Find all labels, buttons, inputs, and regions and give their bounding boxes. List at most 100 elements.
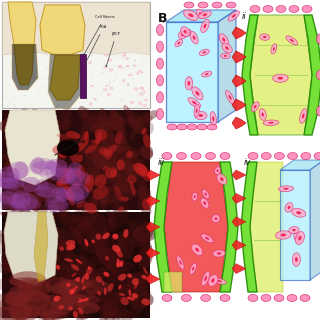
Ellipse shape <box>103 247 126 268</box>
Ellipse shape <box>64 168 75 179</box>
Ellipse shape <box>52 144 70 155</box>
Ellipse shape <box>2 188 24 203</box>
Ellipse shape <box>20 128 34 144</box>
Ellipse shape <box>24 264 42 282</box>
Ellipse shape <box>190 263 196 275</box>
Ellipse shape <box>225 46 229 50</box>
Ellipse shape <box>85 141 101 154</box>
Ellipse shape <box>8 51 10 52</box>
Ellipse shape <box>52 309 66 319</box>
Ellipse shape <box>18 290 28 298</box>
Ellipse shape <box>1 236 22 249</box>
Ellipse shape <box>49 76 51 78</box>
Ellipse shape <box>286 36 298 45</box>
Ellipse shape <box>314 153 320 159</box>
Ellipse shape <box>49 136 62 143</box>
Ellipse shape <box>156 41 164 52</box>
Ellipse shape <box>103 66 107 68</box>
Ellipse shape <box>2 194 15 215</box>
Ellipse shape <box>68 184 89 201</box>
Ellipse shape <box>219 34 228 46</box>
Ellipse shape <box>67 254 87 268</box>
Ellipse shape <box>19 206 36 227</box>
Ellipse shape <box>60 246 64 251</box>
Ellipse shape <box>90 102 92 104</box>
Ellipse shape <box>56 302 70 315</box>
Ellipse shape <box>60 108 71 120</box>
Ellipse shape <box>198 2 208 8</box>
Ellipse shape <box>106 128 114 137</box>
Ellipse shape <box>177 153 187 159</box>
Ellipse shape <box>118 65 121 67</box>
Ellipse shape <box>0 172 20 188</box>
Ellipse shape <box>31 271 51 287</box>
Ellipse shape <box>9 102 11 103</box>
Ellipse shape <box>126 57 128 60</box>
Ellipse shape <box>0 233 15 256</box>
Ellipse shape <box>37 71 38 73</box>
Ellipse shape <box>116 160 125 170</box>
Ellipse shape <box>127 147 140 158</box>
Ellipse shape <box>57 210 75 224</box>
Ellipse shape <box>14 161 28 180</box>
Polygon shape <box>241 162 257 292</box>
Ellipse shape <box>75 132 83 154</box>
Ellipse shape <box>68 192 85 204</box>
Ellipse shape <box>98 108 108 131</box>
Ellipse shape <box>3 116 18 132</box>
Ellipse shape <box>66 294 100 305</box>
Ellipse shape <box>201 294 211 301</box>
Ellipse shape <box>58 238 73 253</box>
Ellipse shape <box>65 247 76 258</box>
Ellipse shape <box>143 91 146 92</box>
Ellipse shape <box>116 260 124 267</box>
Polygon shape <box>232 51 246 63</box>
Ellipse shape <box>90 140 100 144</box>
Ellipse shape <box>23 294 46 316</box>
Ellipse shape <box>191 153 201 159</box>
Ellipse shape <box>9 110 21 120</box>
Ellipse shape <box>19 151 32 169</box>
Ellipse shape <box>104 166 122 177</box>
Ellipse shape <box>61 167 78 180</box>
Ellipse shape <box>9 155 24 170</box>
Ellipse shape <box>31 193 45 204</box>
Ellipse shape <box>37 303 61 320</box>
Ellipse shape <box>60 61 61 63</box>
Ellipse shape <box>140 87 144 89</box>
Polygon shape <box>146 222 160 232</box>
Ellipse shape <box>140 147 153 160</box>
Ellipse shape <box>111 178 130 192</box>
Polygon shape <box>48 54 85 108</box>
Ellipse shape <box>226 90 235 105</box>
Ellipse shape <box>38 252 62 267</box>
Ellipse shape <box>25 241 41 259</box>
Ellipse shape <box>129 289 131 296</box>
Ellipse shape <box>54 178 64 202</box>
Ellipse shape <box>274 153 284 159</box>
Ellipse shape <box>61 301 83 312</box>
Ellipse shape <box>203 51 206 53</box>
Ellipse shape <box>43 175 53 185</box>
Ellipse shape <box>46 277 70 294</box>
Ellipse shape <box>44 276 51 300</box>
Ellipse shape <box>14 260 28 276</box>
Ellipse shape <box>36 241 59 250</box>
Ellipse shape <box>114 172 125 185</box>
Ellipse shape <box>183 29 191 37</box>
Ellipse shape <box>141 87 144 89</box>
Ellipse shape <box>82 56 84 57</box>
Text: ii: ii <box>242 12 247 21</box>
Ellipse shape <box>83 215 107 224</box>
Polygon shape <box>310 160 320 280</box>
Ellipse shape <box>88 266 91 270</box>
Polygon shape <box>232 117 246 129</box>
Ellipse shape <box>4 259 28 273</box>
Ellipse shape <box>316 34 320 44</box>
Ellipse shape <box>118 156 142 169</box>
Ellipse shape <box>20 116 38 128</box>
Polygon shape <box>232 217 246 227</box>
Ellipse shape <box>61 242 75 249</box>
Ellipse shape <box>74 216 91 229</box>
Ellipse shape <box>228 95 232 100</box>
